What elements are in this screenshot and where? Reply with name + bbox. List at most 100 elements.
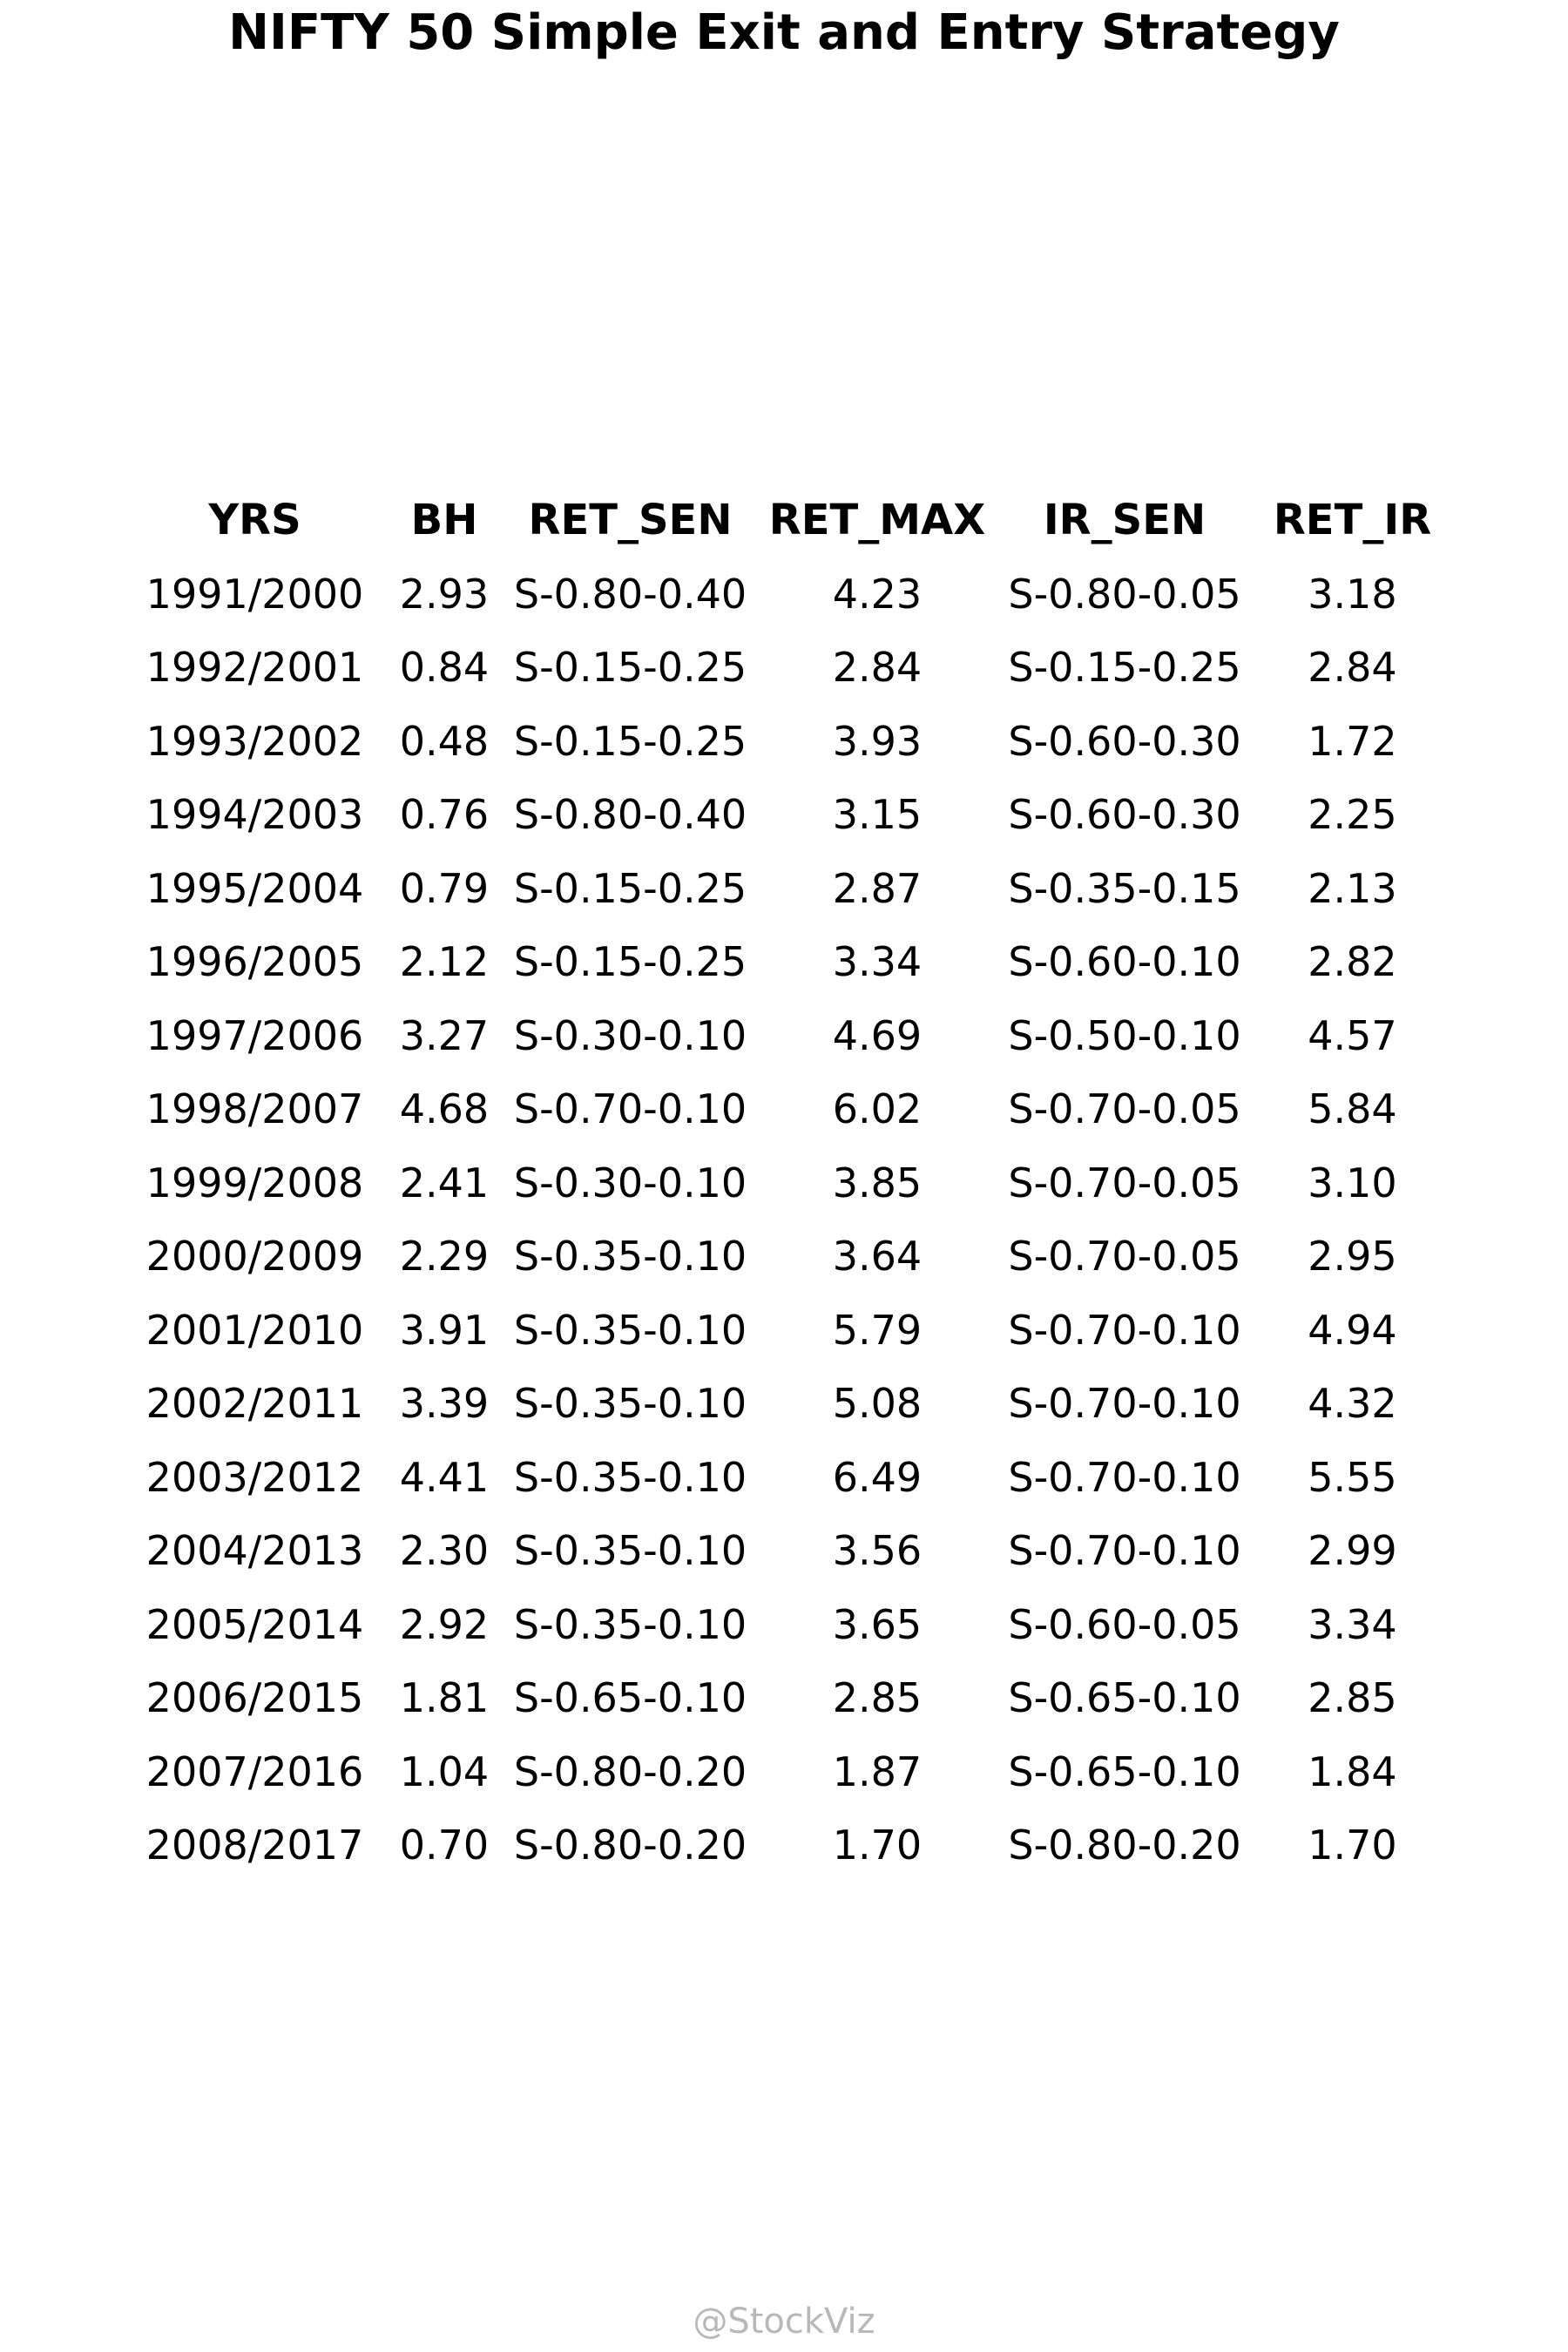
table-cell-ret-sen: S-0.15-0.25	[513, 864, 747, 912]
table-cell-ret-sen: S-0.35-0.10	[513, 1233, 747, 1281]
table-cell-bh: 3.39	[399, 1380, 490, 1428]
table-cell-ret-max: 3.93	[832, 717, 923, 765]
table-row: 2003/2012 4.41 S-0.35-0.10 6.49 S-0.70-0.10 5…	[131, 1441, 1459, 1515]
table-body: 1991/2000 2.93 S-0.80-0.40 4.23 S-0.80-0.05 3…	[131, 558, 1459, 1882]
table-cell-yrs: 1996/2005	[145, 938, 364, 986]
table-cell-yrs: 2006/2015	[145, 1674, 364, 1722]
table-cell-ret-sen: S-0.80-0.20	[513, 1747, 747, 1795]
table-cell-yrs: 2007/2016	[145, 1747, 364, 1795]
column-header-bh: BH	[410, 496, 478, 545]
table-cell-ir-sen: S-0.65-0.10	[1008, 1674, 1241, 1722]
table-cell-bh: 2.30	[399, 1527, 490, 1575]
table-cell-ret-max: 1.87	[832, 1747, 923, 1795]
table-cell-ret-ir: 2.25	[1308, 791, 1397, 839]
table-cell-ir-sen: S-0.50-0.10	[1008, 1011, 1241, 1059]
table-cell-ret-ir: 5.84	[1308, 1085, 1397, 1133]
table-cell-bh: 0.79	[399, 864, 490, 912]
table-cell-ret-sen: S-0.30-0.10	[513, 1159, 747, 1206]
table-cell-ret-max: 5.08	[832, 1380, 923, 1428]
table-cell-ret-max: 6.49	[832, 1453, 923, 1501]
table-cell-ret-ir: 4.94	[1308, 1306, 1397, 1354]
table-cell-ir-sen: S-0.70-0.05	[1008, 1085, 1241, 1133]
column-header-yrs: YRS	[208, 496, 301, 545]
table-cell-ret-sen: S-0.80-0.40	[513, 570, 747, 618]
table-cell-ret-max: 3.65	[832, 1600, 923, 1648]
table-cell-ret-ir: 3.10	[1308, 1159, 1397, 1206]
column-header-ret-ir: RET_IR	[1273, 496, 1432, 545]
table-row: 2004/2013 2.30 S-0.35-0.10 3.56 S-0.70-0.10 2…	[131, 1514, 1459, 1588]
table-cell-ir-sen: S-0.65-0.10	[1008, 1747, 1241, 1795]
table-cell-yrs: 2001/2010	[145, 1306, 364, 1354]
column-header-ret-max: RET_MAX	[768, 496, 986, 545]
table-cell-ret-sen: S-0.15-0.25	[513, 644, 747, 692]
table-cell-ret-sen: S-0.15-0.25	[513, 938, 747, 986]
table-cell-bh: 1.81	[399, 1674, 490, 1722]
table-cell-ret-ir: 1.72	[1308, 717, 1397, 765]
table-row: 1994/2003 0.76 S-0.80-0.40 3.15 S-0.60-0.30 2…	[131, 778, 1459, 852]
column-header-ir-sen: IR_SEN	[1043, 496, 1206, 545]
table-row: 1998/2007 4.68 S-0.70-0.10 6.02 S-0.70-0.05 5…	[131, 1072, 1459, 1146]
table-cell-yrs: 2004/2013	[145, 1527, 364, 1575]
table-cell-ret-ir: 3.34	[1308, 1600, 1397, 1648]
table-cell-ir-sen: S-0.15-0.25	[1008, 644, 1241, 692]
table-cell-ir-sen: S-0.80-0.05	[1008, 570, 1241, 618]
table-cell-yrs: 2000/2009	[145, 1233, 364, 1281]
table-row: 1993/2002 0.48 S-0.15-0.25 3.93 S-0.60-0.30 1…	[131, 705, 1459, 779]
table-row: 2008/2017 0.70 S-0.80-0.20 1.70 S-0.80-0.20 1…	[131, 1808, 1459, 1882]
table-cell-ret-sen: S-0.35-0.10	[513, 1306, 747, 1354]
table-cell-yrs: 1993/2002	[145, 717, 364, 765]
table-row: 1999/2008 2.41 S-0.30-0.10 3.85 S-0.70-0.05 3…	[131, 1146, 1459, 1220]
table-cell-ret-max: 4.23	[832, 570, 923, 618]
table-cell-ret-max: 2.85	[832, 1674, 923, 1722]
table-cell-yrs: 2002/2011	[145, 1380, 364, 1428]
table-cell-ir-sen: S-0.60-0.05	[1008, 1600, 1241, 1648]
table-cell-ir-sen: S-0.70-0.10	[1008, 1306, 1241, 1354]
table-header-row: YRS BH RET_SEN RET_MAX IR_SEN RET_IR	[131, 483, 1459, 558]
table-cell-ret-sen: S-0.65-0.10	[513, 1674, 747, 1722]
table-cell-ret-ir: 4.32	[1308, 1380, 1397, 1428]
table-row: 2006/2015 1.81 S-0.65-0.10 2.85 S-0.65-0.10 2…	[131, 1661, 1459, 1735]
table-cell-bh: 2.41	[399, 1159, 490, 1206]
table-cell-ret-max: 4.69	[832, 1011, 923, 1059]
table-cell-ret-ir: 2.99	[1308, 1527, 1397, 1575]
table-cell-ret-ir: 2.85	[1308, 1674, 1397, 1722]
table-cell-bh: 2.29	[399, 1233, 490, 1281]
table-cell-bh: 3.91	[399, 1306, 490, 1354]
table-cell-ir-sen: S-0.80-0.20	[1008, 1821, 1241, 1869]
table-cell-bh: 0.76	[399, 791, 490, 839]
table-cell-ret-sen: S-0.35-0.10	[513, 1527, 747, 1575]
table-cell-ir-sen: S-0.70-0.10	[1008, 1380, 1241, 1428]
table-cell-yrs: 1997/2006	[145, 1011, 364, 1059]
table-row: 2000/2009 2.29 S-0.35-0.10 3.64 S-0.70-0.05 2…	[131, 1220, 1459, 1294]
table-cell-yrs: 1994/2003	[145, 791, 364, 839]
chart-title: NIFTY 50 Simple Exit and Entry Strategy	[228, 4, 1340, 61]
table-cell-ret-max: 2.84	[832, 644, 923, 692]
table-cell-bh: 0.70	[399, 1821, 490, 1869]
table-cell-ret-ir: 4.57	[1308, 1011, 1397, 1059]
table-cell-ret-max: 6.02	[832, 1085, 923, 1133]
table-cell-ret-ir: 2.82	[1308, 938, 1397, 986]
table-cell-ret-sen: S-0.80-0.40	[513, 791, 747, 839]
table-cell-bh: 2.92	[399, 1600, 490, 1648]
table-cell-bh: 4.41	[399, 1453, 490, 1501]
table-cell-yrs: 2003/2012	[145, 1453, 364, 1501]
table-cell-yrs: 1999/2008	[145, 1159, 364, 1206]
table-row: 1997/2006 3.27 S-0.30-0.10 4.69 S-0.50-0.10 4…	[131, 999, 1459, 1073]
table-cell-bh: 2.12	[399, 938, 490, 986]
table-row: 1991/2000 2.93 S-0.80-0.40 4.23 S-0.80-0.05 3…	[131, 558, 1459, 632]
table-cell-ret-ir: 3.18	[1308, 570, 1397, 618]
table-cell-yrs: 1991/2000	[145, 570, 364, 618]
table-cell-ret-sen: S-0.80-0.20	[513, 1821, 747, 1869]
table-cell-yrs: 2008/2017	[145, 1821, 364, 1869]
table-cell-ir-sen: S-0.70-0.10	[1008, 1527, 1241, 1575]
table-cell-ret-sen: S-0.30-0.10	[513, 1011, 747, 1059]
results-table: YRS BH RET_SEN RET_MAX IR_SEN RET_IR 1991/200…	[131, 483, 1459, 1882]
table-cell-ret-ir: 2.95	[1308, 1233, 1397, 1281]
table-cell-ret-sen: S-0.15-0.25	[513, 717, 747, 765]
watermark: @StockViz	[693, 2301, 875, 2342]
table-cell-bh: 4.68	[399, 1085, 490, 1133]
table-cell-ret-max: 3.56	[832, 1527, 923, 1575]
table-cell-ret-max: 3.85	[832, 1159, 923, 1206]
table-cell-yrs: 1995/2004	[145, 864, 364, 912]
table-cell-ret-sen: S-0.35-0.10	[513, 1453, 747, 1501]
